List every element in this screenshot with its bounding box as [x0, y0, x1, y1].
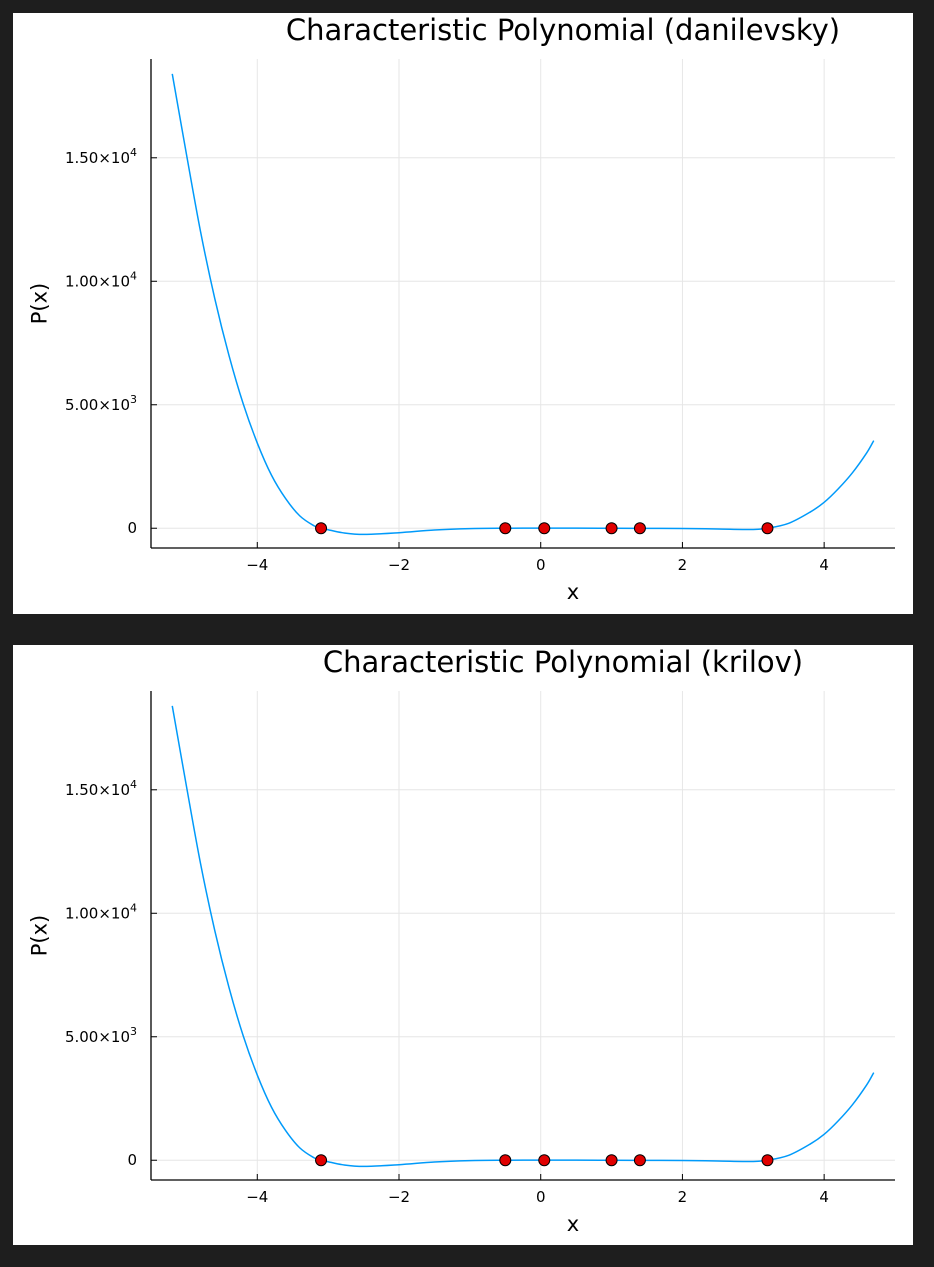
y-tick-mantissa: 5.00×10 [65, 1028, 130, 1046]
x-tick-label: 0 [536, 1188, 546, 1206]
y-tick-exponent: 3 [130, 1025, 137, 1038]
x-tick-label: −2 [388, 1188, 410, 1206]
polynomial-curve [171, 705, 875, 1168]
x-tick-label: −4 [246, 1188, 268, 1206]
chart-title: Characteristic Polynomial (danilevsky) [286, 13, 840, 47]
chart-panel-krilov: −4 −2 0 2 4 0 5.00×103 1.00×104 1.50×104 Charact… [13, 645, 913, 1245]
root-marker [315, 522, 328, 535]
y-tick-label: 0 [127, 1151, 137, 1169]
y-axis-label: P(x) [27, 915, 51, 956]
x-axis-label: x [567, 1212, 579, 1236]
root-marker [499, 522, 512, 535]
y-tick-mantissa: 5.00×10 [65, 396, 130, 414]
y-tick-mantissa: 1.50×10 [65, 149, 130, 167]
x-tick-label: −4 [246, 556, 268, 574]
y-tick-exponent: 4 [130, 269, 137, 282]
y-tick-exponent: 4 [130, 901, 137, 914]
grid-layer [151, 59, 895, 548]
y-axis-label: P(x) [27, 283, 51, 324]
root-marker [633, 522, 646, 535]
y-tick-mantissa: 0 [127, 1151, 137, 1169]
root-marker [538, 522, 551, 535]
root-marker [538, 1154, 551, 1167]
y-tick-label: 1.00×104 [65, 269, 137, 290]
x-tick-label: 0 [536, 556, 546, 574]
y-tick-exponent: 3 [130, 393, 137, 406]
y-tick-mantissa: 0 [127, 519, 137, 537]
root-marker [633, 1154, 646, 1167]
y-tick-label: 0 [127, 519, 137, 537]
x-tick-label: 4 [819, 556, 829, 574]
root-marker [761, 522, 774, 535]
x-tick-label: 2 [678, 1188, 688, 1206]
y-tick-exponent: 4 [130, 146, 137, 159]
y-tick-mantissa: 1.00×10 [65, 272, 130, 290]
root-marker [499, 1154, 512, 1167]
root-marker [761, 1154, 774, 1167]
root-marker [605, 522, 618, 535]
y-tick-mantissa: 1.00×10 [65, 904, 130, 922]
chart-title: Characteristic Polynomial (krilov) [323, 645, 803, 679]
x-tick-label: 2 [678, 556, 688, 574]
y-tick-label: 5.00×103 [65, 393, 137, 414]
x-tick-label: 4 [819, 1188, 829, 1206]
grid-layer [151, 691, 895, 1180]
y-tick-label: 1.50×104 [65, 778, 137, 799]
y-tick-label: 1.50×104 [65, 146, 137, 167]
x-tick-label: −2 [388, 556, 410, 574]
polynomial-curve [171, 73, 875, 536]
y-tick-mantissa: 1.50×10 [65, 781, 130, 799]
y-tick-label: 1.00×104 [65, 901, 137, 922]
y-tick-exponent: 4 [130, 778, 137, 791]
data-layer [171, 705, 875, 1168]
root-marker [605, 1154, 618, 1167]
data-layer [171, 73, 875, 536]
y-tick-label: 5.00×103 [65, 1025, 137, 1046]
x-axis-label: x [567, 580, 579, 604]
root-marker [315, 1154, 328, 1167]
chart-panel-danilevsky: −4 −2 0 2 4 0 5.00×103 1.00×104 1.50×104 Charact… [13, 13, 913, 614]
